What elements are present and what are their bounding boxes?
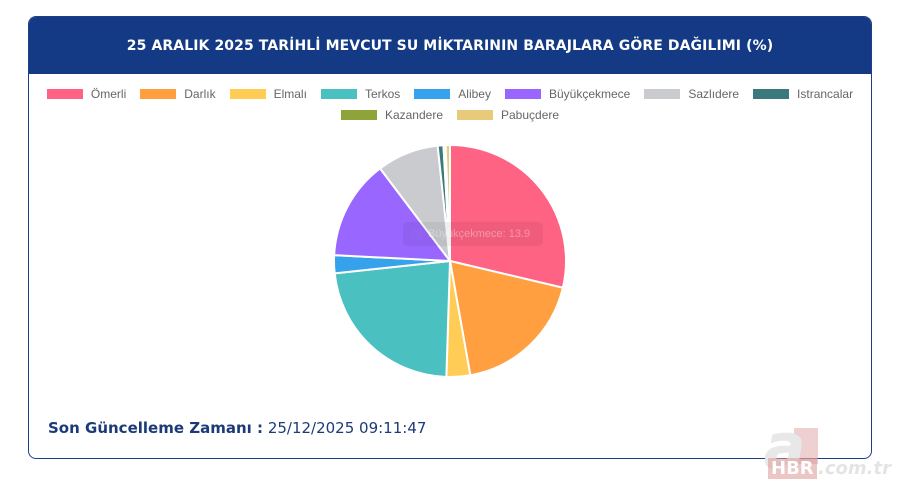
legend-item-darlik[interactable]: Darlık [140,86,216,101]
legend-item-elmali[interactable]: Elmalı [229,86,307,101]
tooltip-text: Büyükçekmece: 13.9 [428,228,531,240]
legend-item-omerli[interactable]: Ömerli [46,86,127,101]
pie-slice-ömerli[interactable] [449,143,567,289]
pie-slice-pabuçdere[interactable] [444,143,451,262]
pie-slices[interactable] [333,143,567,378]
legend-swatch [320,88,357,99]
chart-title: 25 ARALIK 2025 TARİHLİ MEVCUT SU MİKTARI… [126,37,774,54]
legend-item-terkos[interactable]: Terkos [320,86,401,101]
pie-slice-darlık[interactable] [448,259,565,377]
legend-row-2: Kazandere Pabuçdere [0,104,900,125]
last-update: Son Güncelleme Zamanı : 25/12/2025 09:11… [48,419,426,437]
legend-label: Alibey [458,86,491,101]
legend-swatch [414,88,451,99]
legend-item-pabucdere[interactable]: Pabuçdere [457,108,559,122]
chart-legend: Ömerli Darlık Elmalı Terkos Alibey Büyük… [0,83,900,125]
legend-label: Kazandere [384,107,443,122]
legend-label: Ömerli [90,86,127,101]
legend-swatch [753,88,790,99]
pie-slice-terkos[interactable] [333,259,452,378]
chart-tooltip: Büyükçekmece: 13.9 [403,222,543,246]
legend-swatch [457,109,493,120]
pie-slice-büyükçekmece[interactable] [333,167,453,263]
legend-item-istrancalar[interactable]: Istrancalar [753,87,853,101]
legend-swatch [46,88,83,99]
legend-row-1: Ömerli Darlık Elmalı Terkos Alibey Büyük… [0,83,900,104]
card-header: 25 ARALIK 2025 TARİHLİ MEVCUT SU MİKTARI… [29,17,871,74]
legend-label: Darlık [184,86,216,101]
legend-item-kazandere[interactable]: Kazandere [340,107,443,122]
legend-label: Pabuçdere [501,107,560,122]
legend-label: Büyükçekmece [548,86,631,101]
legend-label: Elmalı [273,86,307,101]
legend-label: Sazlıdere [688,86,740,101]
legend-swatch [504,88,541,99]
legend-item-sazlidere[interactable]: Sazlıdere [644,87,739,101]
legend-label: Terkos [364,86,401,101]
legend-label: Istrancalar [797,86,854,101]
legend-swatch [140,88,177,99]
legend-item-alibey[interactable]: Alibey [414,87,491,101]
last-update-value: 25/12/2025 09:11:47 [267,419,427,437]
tooltip-swatch [411,228,422,240]
legend-swatch [229,88,266,99]
legend-swatch [644,88,681,99]
legend-item-buyukcekmece[interactable]: Büyükçekmece [504,86,631,101]
last-update-label: Son Güncelleme Zamanı : [48,419,264,437]
legend-swatch [340,109,377,120]
